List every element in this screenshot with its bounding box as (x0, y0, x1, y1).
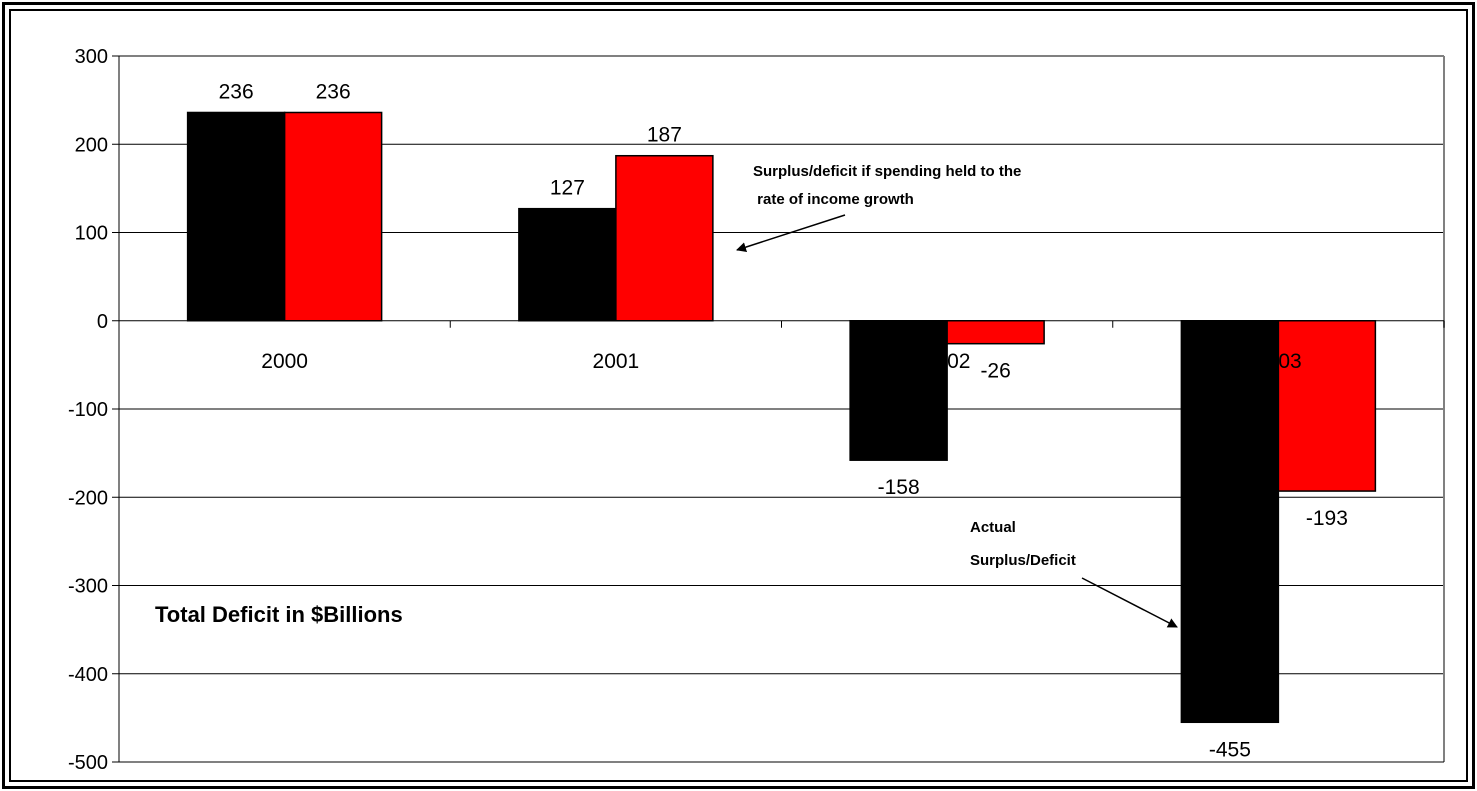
axes: 300 200 100 0 -100 -200 -300 -400 -500 2000 2001 20… (68, 46, 1445, 774)
inner-frame (9, 9, 1468, 782)
data-label-s1-2003: -193 (1306, 507, 1348, 530)
data-label-s0-2000: 236 (219, 80, 254, 103)
data-labels: 236 127 -158 -455 236 187 -26 -193 (219, 80, 1348, 761)
annotation-actual-line-2: Surplus/Deficit (970, 552, 1076, 569)
data-label-s0-2002: -158 (878, 476, 920, 499)
bar-s1-2000 (283, 111, 383, 322)
bar-s1-2001 (615, 154, 714, 322)
y-tick-label-3: 0 (97, 311, 108, 333)
annotation-income-growth: Surplus/deficit if spending held to the … (736, 163, 1021, 252)
y-tick-label-7: -400 (68, 664, 108, 686)
data-label-s1-2002: -26 (980, 360, 1010, 383)
data-label-s0-2003: -455 (1209, 738, 1251, 761)
annotation-income-growth-line-2: rate of income growth (753, 191, 914, 208)
bar-s1-2003 (1277, 320, 1377, 492)
y-tick-label-4: -100 (68, 399, 108, 421)
data-label-s1-2001: 187 (647, 124, 682, 147)
x-tick-label-2003: 2003 (1255, 350, 1302, 373)
annotation-actual-arrow (1081, 577, 1178, 628)
y-tick-label-2: 100 (75, 223, 108, 245)
annotation-actual: Actual Surplus/Deficit (970, 519, 1178, 628)
bar-s0-2002 (849, 320, 948, 461)
bar-s1-2002 (946, 320, 1045, 345)
chart-title: Total Deficit in $Billions (155, 602, 403, 627)
bars (186, 111, 1377, 724)
bar-s0-2001 (518, 207, 617, 322)
x-tick-label-2001: 2001 (593, 350, 640, 373)
y-tick-label-5: -200 (68, 487, 108, 509)
y-tick-label-8: -500 (68, 752, 108, 774)
data-label-s0-2001: 127 (550, 177, 585, 200)
bar-s0-2000 (186, 111, 286, 322)
y-tick-label-1: 200 (75, 134, 108, 156)
data-label-s1-2000: 236 (316, 80, 351, 103)
annotation-income-growth-arrow (736, 214, 846, 252)
annotation-actual-line-1: Actual (970, 519, 1016, 536)
x-tick-label-2002: 2002 (924, 350, 971, 373)
y-tick-label-0: 300 (75, 46, 108, 68)
annotation-income-growth-line-1: Surplus/deficit if spending held to the (753, 163, 1021, 180)
x-tick-label-2000: 2000 (261, 350, 308, 373)
y-tick-label-6: -300 (68, 576, 108, 598)
bar-s0-2003 (1180, 320, 1280, 724)
